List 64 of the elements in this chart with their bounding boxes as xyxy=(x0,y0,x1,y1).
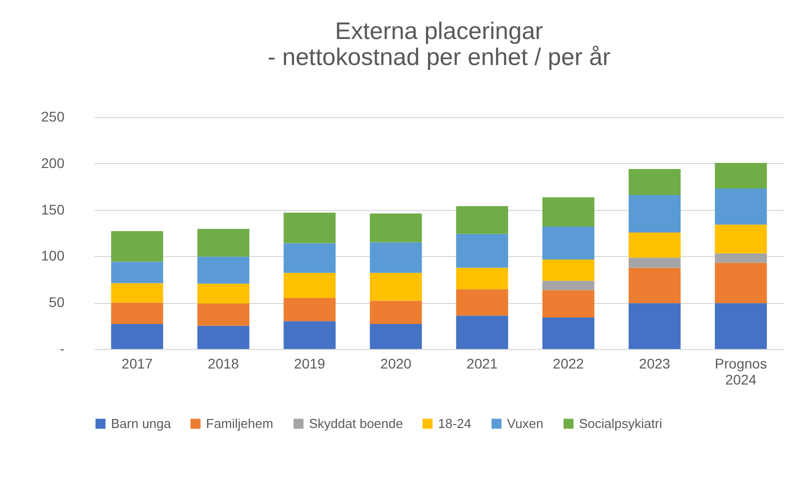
bar xyxy=(714,303,767,349)
bar xyxy=(370,324,422,349)
bar xyxy=(284,298,336,322)
x-tick-label: 2021 xyxy=(466,356,498,372)
legend-label: Barn unga xyxy=(111,416,172,431)
bar xyxy=(370,242,422,273)
legend-label: Skyddat boende xyxy=(309,416,403,431)
chart-title: Externa placeringar - nettokostnad per enhet / per år xyxy=(268,18,610,71)
y-tick-label: 200 xyxy=(41,154,65,171)
bar xyxy=(628,168,681,195)
y-tick-label: 50 xyxy=(48,294,65,310)
bar xyxy=(197,228,250,257)
bar xyxy=(111,302,164,324)
bar xyxy=(714,262,767,304)
bar xyxy=(628,303,681,349)
bar xyxy=(197,304,250,326)
x-tick-label: 2019 xyxy=(294,356,326,372)
bar xyxy=(628,268,681,304)
legend-label: Familjehem xyxy=(206,416,274,431)
x-tick-label: 2023 xyxy=(639,356,670,372)
bar xyxy=(284,212,336,244)
legend-label: Socialpsykiatri xyxy=(579,416,662,431)
bar xyxy=(542,280,594,290)
bar xyxy=(714,162,767,188)
bar xyxy=(628,258,681,268)
y-tick-label: - xyxy=(60,340,65,356)
bar xyxy=(370,300,422,324)
bar xyxy=(456,316,508,349)
bar xyxy=(542,197,594,227)
bar xyxy=(197,326,250,349)
bar xyxy=(456,206,508,234)
bar xyxy=(284,321,336,349)
x-tick-label: 2022 xyxy=(552,356,584,372)
bar xyxy=(542,290,594,318)
x-tick-label: 2018 xyxy=(208,356,240,372)
bar xyxy=(111,231,164,262)
bar xyxy=(111,324,164,349)
bar xyxy=(197,256,250,284)
legend-label: Vuxen xyxy=(507,416,544,431)
bar xyxy=(628,194,681,233)
bar xyxy=(370,214,422,242)
bar xyxy=(370,272,422,301)
bar xyxy=(542,317,594,349)
bar xyxy=(111,283,164,303)
x-tick-label: 2020 xyxy=(380,356,412,372)
x-tick-label: Prognos 2024 xyxy=(714,356,767,388)
bar xyxy=(456,289,508,316)
bar xyxy=(628,232,681,258)
y-tick-label: 150 xyxy=(41,201,65,218)
bar xyxy=(714,224,767,254)
y-tick-label: 100 xyxy=(41,248,65,264)
y-tick-label: 250 xyxy=(41,108,65,124)
bar xyxy=(542,259,594,281)
bar xyxy=(111,262,164,284)
bar xyxy=(284,272,336,298)
bar xyxy=(284,243,336,273)
bar xyxy=(197,284,250,304)
bar xyxy=(456,268,508,290)
bar xyxy=(714,188,767,225)
bar xyxy=(714,253,767,263)
legend-label: 18-24 xyxy=(438,416,472,431)
bar xyxy=(456,234,508,268)
bar xyxy=(542,226,594,260)
x-tick-label: 2017 xyxy=(122,356,153,372)
